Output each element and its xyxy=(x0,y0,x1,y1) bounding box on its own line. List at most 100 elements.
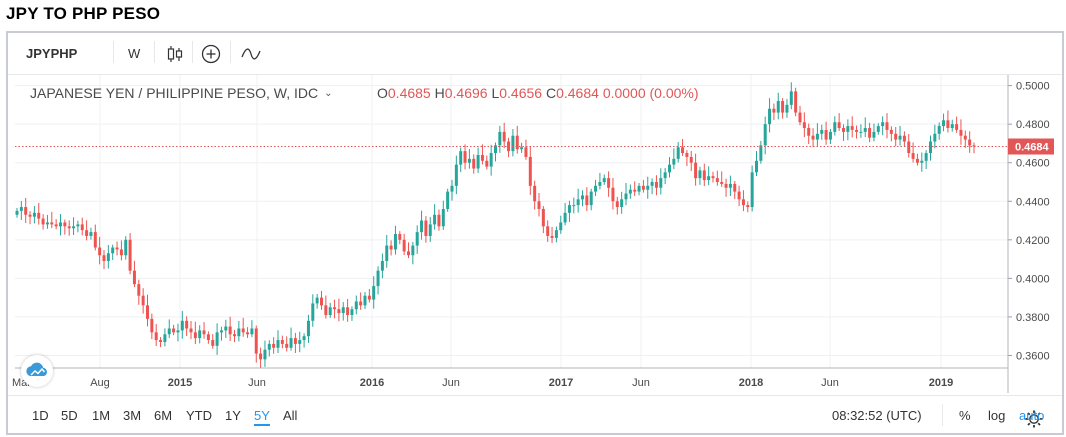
interval-button[interactable]: W xyxy=(128,46,141,61)
candle xyxy=(868,122,872,143)
price-chart[interactable]: 0.5000 0.4800 0.4600 0.4400 0.4200 0.4000 0.38… xyxy=(8,75,1062,393)
utc-clock[interactable]: 08:32:52 (UTC) xyxy=(832,408,922,423)
candle xyxy=(881,116,885,136)
candle xyxy=(728,175,732,197)
candle xyxy=(637,182,641,196)
candle xyxy=(363,292,367,310)
candle xyxy=(741,190,745,212)
range-ytd-button[interactable]: YTD xyxy=(186,408,212,423)
auto-toggle[interactable]: auto xyxy=(1019,408,1045,423)
candle xyxy=(176,323,180,342)
candle xyxy=(702,163,706,187)
candle xyxy=(389,240,393,256)
y-tick-label: 0.3800 xyxy=(1016,312,1050,324)
candle xyxy=(219,326,223,341)
candle xyxy=(585,187,589,212)
candle xyxy=(594,179,598,197)
candle xyxy=(154,324,158,347)
candle xyxy=(41,214,45,230)
candle xyxy=(320,290,323,310)
range-5d-button[interactable]: 5D xyxy=(61,408,78,423)
candle xyxy=(67,220,71,236)
candle xyxy=(698,166,702,185)
candle xyxy=(528,146,532,195)
candle xyxy=(828,128,832,145)
range-3m-button[interactable]: 3M xyxy=(123,408,142,423)
candle xyxy=(498,125,502,153)
candle xyxy=(554,226,558,243)
range-all-button[interactable]: All xyxy=(283,408,298,423)
candle xyxy=(676,142,680,163)
candle xyxy=(476,147,480,173)
candle xyxy=(646,176,650,199)
candle xyxy=(620,191,624,214)
candle xyxy=(633,181,637,197)
add-indicator-icon[interactable] xyxy=(200,43,222,65)
chevron-down-icon[interactable]: ⌄ xyxy=(324,88,333,99)
candle xyxy=(842,124,845,141)
candle xyxy=(959,119,963,145)
candle xyxy=(454,155,458,195)
candle xyxy=(111,244,115,261)
candle xyxy=(172,324,176,336)
close-label: C xyxy=(545,85,557,101)
candle xyxy=(185,316,189,337)
candle xyxy=(76,220,80,233)
low-label: L xyxy=(491,85,500,101)
range-6m-button[interactable]: 6M xyxy=(154,408,173,423)
cloud-save-button[interactable] xyxy=(21,355,53,387)
gear-icon[interactable] xyxy=(1024,409,1044,429)
candle xyxy=(785,98,789,118)
candle xyxy=(515,125,519,154)
candle xyxy=(685,150,689,166)
candle xyxy=(567,200,571,222)
candle xyxy=(246,327,250,338)
candle xyxy=(511,128,515,157)
candle xyxy=(768,98,772,133)
candle xyxy=(480,144,484,165)
candle xyxy=(72,217,76,235)
candle xyxy=(163,328,167,347)
candle xyxy=(781,98,785,119)
candle xyxy=(285,336,289,352)
compare-line-icon[interactable] xyxy=(240,43,262,65)
candle xyxy=(489,144,493,176)
candle xyxy=(54,219,58,230)
candle xyxy=(380,253,384,279)
candle xyxy=(833,116,837,136)
legend-symbol-name[interactable]: JAPANESE YEN / PHILIPPINE PESO, W, IDC xyxy=(30,85,319,101)
candle xyxy=(306,314,310,343)
candle xyxy=(259,347,263,368)
percent-toggle[interactable]: % xyxy=(959,408,971,423)
range-1m-button[interactable]: 1M xyxy=(92,408,111,423)
candle xyxy=(485,155,489,170)
candle xyxy=(815,123,819,147)
candle xyxy=(424,216,428,243)
candle xyxy=(889,126,893,142)
candle xyxy=(611,177,615,210)
candle xyxy=(150,313,154,340)
candle xyxy=(393,225,397,255)
candle xyxy=(507,137,511,158)
x-tick-label: 2016 xyxy=(360,377,384,389)
chart-area[interactable]: 0.5000 0.4800 0.4600 0.4400 0.4200 0.4000 0.38… xyxy=(8,75,1062,428)
candle xyxy=(894,127,898,147)
candle xyxy=(724,178,728,197)
candle xyxy=(311,294,315,327)
candle xyxy=(837,113,841,131)
candle xyxy=(333,299,337,319)
range-5y-button[interactable]: 5Y xyxy=(254,408,270,426)
symbol-search-button[interactable]: JPYPHP xyxy=(26,46,78,61)
candlestick-icon[interactable] xyxy=(164,43,186,65)
chart-grid: 0.5000 0.4800 0.4600 0.4400 0.4200 0.4000 0.38… xyxy=(12,75,1050,393)
log-toggle[interactable]: log xyxy=(988,408,1006,423)
candle xyxy=(807,123,811,145)
candle xyxy=(206,331,210,344)
low-value: 0.4656 xyxy=(499,85,543,101)
range-1y-button[interactable]: 1Y xyxy=(225,408,241,423)
range-1d-button[interactable]: 1D xyxy=(32,408,49,423)
candle xyxy=(672,148,676,170)
y-tick-label: 0.4400 xyxy=(1016,196,1050,208)
candle xyxy=(546,220,550,242)
candle xyxy=(968,131,972,153)
